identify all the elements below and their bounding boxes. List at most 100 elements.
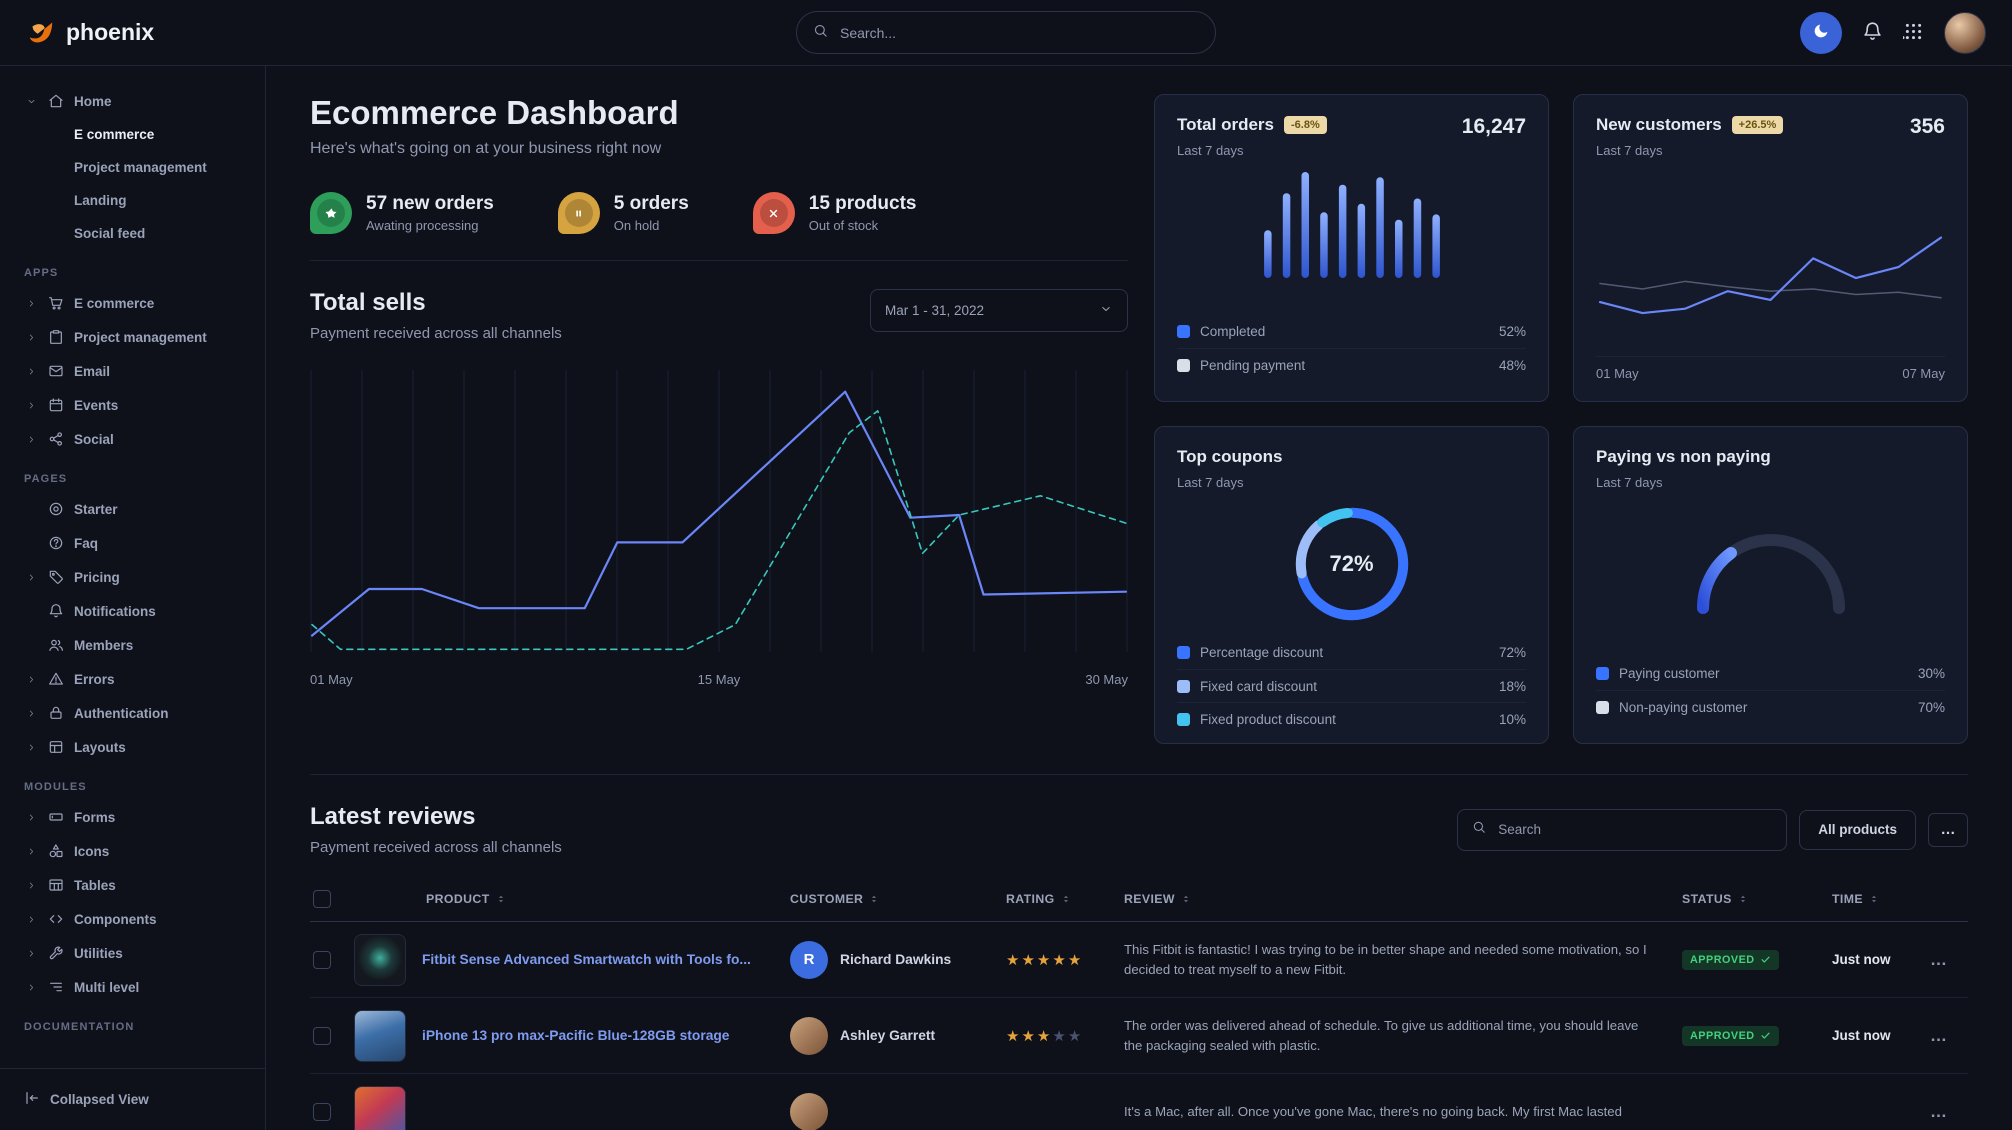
notifications-button[interactable] [1862,21,1883,45]
total-orders-period: Last 7 days [1177,143,1244,158]
column-header-time[interactable]: TIME [1832,892,1924,906]
collapse-sidebar-button[interactable]: Collapsed View [0,1068,265,1130]
column-header-customer[interactable]: CUSTOMER [790,892,1006,906]
total-orders-badge: -6.8% [1283,116,1327,134]
review-row[interactable]: iPhone 13 pro max-Pacific Blue-128GB sto… [310,998,1968,1074]
tag-icon [48,569,64,585]
legend-item-fixed-card-discount: Fixed card discount 18% [1177,669,1526,702]
x-axis-label: 01 May [1596,366,1639,381]
customer-avatar[interactable] [790,1092,828,1130]
total-orders-value: 16,247 [1461,115,1526,138]
reviews-table: PRODUCT CUSTOMER RATING REVIEW STATUS TIME Fi… [310,876,1968,1130]
top-coupons-title: Top coupons [1177,447,1283,466]
legend-swatch [1177,325,1190,338]
help-icon [48,535,64,551]
row-checkbox[interactable] [313,950,331,969]
sidebar-item-notifications[interactable]: Notifications [0,594,265,628]
search-input[interactable] [838,23,1199,42]
product-link[interactable]: Fitbit Sense Advanced Smartwatch with To… [422,952,751,967]
product-image[interactable] [354,1009,406,1062]
sidebar-item-utilities[interactable]: Utilities [0,936,265,970]
sidebar-item-icons[interactable]: Icons [0,834,265,868]
status-badge: APPROVED [1682,949,1779,970]
global-search[interactable] [796,11,1216,54]
mail-icon [48,363,64,379]
sidebar-item-forms[interactable]: Forms [0,800,265,834]
reviews-search-input[interactable] [1496,821,1773,838]
user-avatar[interactable] [1944,11,1986,54]
sidebar-item-social-feed[interactable]: Social feed [74,226,146,241]
x-axis-label: 01 May [310,672,353,687]
review-row[interactable]: It's a Mac, after all. Once you've gone … [310,1074,1968,1130]
sidebar-item-landing[interactable]: Landing [74,193,127,208]
latest-reviews-section: Latest reviews Payment received across a… [310,774,1968,1130]
customer-name[interactable]: Ashley Garrett [840,1028,936,1043]
sidebar-item-events[interactable]: Events [0,388,265,422]
sidebar-section-documentation: DOCUMENTATION [24,1021,135,1033]
chevron-down-icon [1099,302,1113,319]
sidebar-item-members[interactable]: Members [0,628,265,662]
product-link[interactable]: iPhone 13 pro max-Pacific Blue-128GB sto… [422,1028,730,1043]
sidebar-item-pricing[interactable]: Pricing [0,560,265,594]
row-actions-button[interactable]: … [1924,949,1953,971]
chevron-right-icon [24,398,38,412]
lock-icon [48,705,64,721]
row-checkbox[interactable] [313,1102,331,1121]
reviews-search[interactable] [1457,808,1788,851]
customer-avatar[interactable] [790,1016,828,1055]
phoenix-logo-icon[interactable] [26,15,56,50]
sort-icon [1738,894,1748,904]
sidebar-item-project-management[interactable]: Project management [0,320,265,354]
product-image[interactable] [354,1085,406,1130]
reviews-more-button[interactable]: … [1928,812,1968,847]
review-text: It's a Mac, after all. Once you've gone … [1124,1103,1622,1119]
all-products-button[interactable]: All products [1799,809,1916,850]
legend-swatch [1177,646,1190,659]
sidebar-item-faq[interactable]: Faq [0,526,265,560]
column-header-rating[interactable]: RATING [1006,892,1124,906]
customer-name[interactable]: Richard Dawkins [840,952,952,967]
sidebar-item-social[interactable]: Social [0,422,265,456]
select-all-checkbox[interactable] [313,889,331,908]
sidebar-item-layouts[interactable]: Layouts [0,730,265,764]
date-range-select[interactable]: Mar 1 - 31, 2022 [870,289,1128,332]
customer-avatar[interactable]: R [790,940,828,979]
column-header-review[interactable]: REVIEW [1124,892,1682,906]
stat-on-hold: 5 orders On hold [557,192,689,234]
reviews-title: Latest reviews [310,803,476,830]
sidebar-item-email[interactable]: Email [0,354,265,388]
sidebar-item-home[interactable]: Home [0,84,265,118]
sidebar-item-tables[interactable]: Tables [0,868,265,902]
table-header-row: PRODUCT CUSTOMER RATING REVIEW STATUS TIME [310,876,1968,922]
sort-icon [496,894,506,904]
sidebar-item-project-management[interactable]: Project management [74,160,207,175]
top-coupons-card: Top coupons Last 7 days 72% Percentage d… [1154,426,1549,744]
collapse-icon [24,1090,40,1109]
sidebar-item-authentication[interactable]: Authentication [0,696,265,730]
legend-item-completed: Completed 52% [1177,315,1526,348]
review-row[interactable]: Fitbit Sense Advanced Smartwatch with To… [310,922,1968,998]
sidebar-item-starter[interactable]: Starter [0,492,265,526]
theme-toggle-button[interactable] [1800,11,1842,54]
sidebar-item-errors[interactable]: Errors [0,662,265,696]
sort-icon [869,894,879,904]
sidebar-item-e-commerce[interactable]: E commerce [0,286,265,320]
multilevel-icon [48,979,64,995]
sidebar-item-components[interactable]: Components [0,902,265,936]
sidebar-item-e-commerce[interactable]: E commerce [74,127,155,142]
new-customers-value: 356 [1909,115,1945,138]
column-header-product[interactable]: PRODUCT [354,892,790,906]
column-header-status[interactable]: STATUS [1682,892,1832,906]
row-actions-button[interactable]: … [1924,1025,1953,1047]
components-icon [48,911,64,927]
sidebar-item-multi-level[interactable]: Multi level [0,970,265,1004]
page-subtitle: Here's what's going on at your business … [310,140,662,157]
row-checkbox[interactable] [313,1026,331,1045]
row-actions-button[interactable]: … [1924,1101,1953,1123]
house-icon [48,93,64,109]
total-orders-legend: Completed 52% Pending payment 48% [1177,315,1526,381]
top-coupons-period: Last 7 days [1177,475,1244,490]
paying-title: Paying vs non paying [1596,447,1771,466]
apps-grid-button[interactable] [1901,21,1924,45]
product-image[interactable] [354,933,406,986]
